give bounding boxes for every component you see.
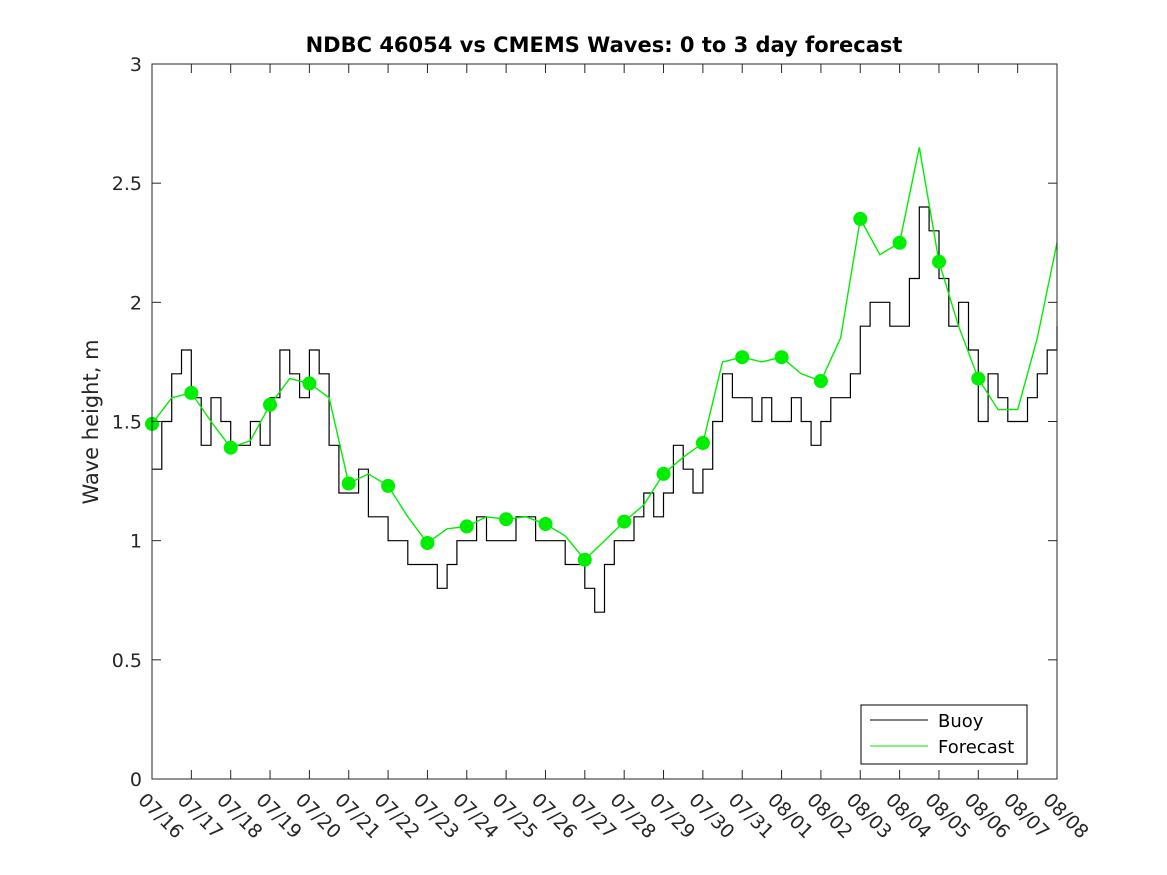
y-tick-label: 2.5	[112, 173, 142, 195]
y-tick-label: 1	[130, 531, 142, 553]
forecast-marker	[813, 374, 828, 388]
legend-box	[860, 704, 1028, 765]
y-tick-label: 0.5	[112, 650, 142, 672]
forecast-marker	[617, 514, 632, 529]
forecast-marker	[184, 385, 199, 400]
legend-forecast-label: Forecast	[938, 737, 1014, 758]
forecast-marker	[656, 466, 671, 481]
legend: Buoy Forecast	[860, 704, 1028, 765]
forecast-marker	[971, 371, 986, 386]
forecast-marker	[892, 235, 907, 250]
forecast-marker	[932, 254, 946, 269]
forecast-marker	[459, 519, 474, 534]
series-line-buoy	[152, 206, 1058, 613]
y-tick-label: 3	[130, 54, 142, 76]
y-tick-label: 1.5	[112, 412, 142, 434]
forecast-marker	[420, 536, 435, 550]
forecast-marker	[735, 350, 750, 365]
forecast-marker	[302, 376, 317, 391]
forecast-marker	[341, 476, 356, 491]
y-tick-label: 2	[130, 292, 142, 314]
forecast-marker	[774, 350, 789, 365]
forecast-marker	[577, 552, 592, 567]
forecast-marker	[538, 517, 553, 531]
legend-buoy-label: Buoy	[938, 711, 984, 732]
chart-title: NDBC 46054 vs CMEMS Waves: 0 to 3 day fo…	[306, 33, 903, 57]
forecast-marker	[381, 478, 396, 493]
forecast-marker	[499, 512, 514, 527]
forecast-marker	[223, 440, 238, 455]
forecast-marker	[853, 211, 868, 226]
forecast-marker	[695, 436, 710, 450]
y-tick-label: 0	[130, 769, 142, 791]
forecast-marker	[263, 397, 277, 412]
y-axis-label: Wave height, m	[79, 339, 103, 504]
